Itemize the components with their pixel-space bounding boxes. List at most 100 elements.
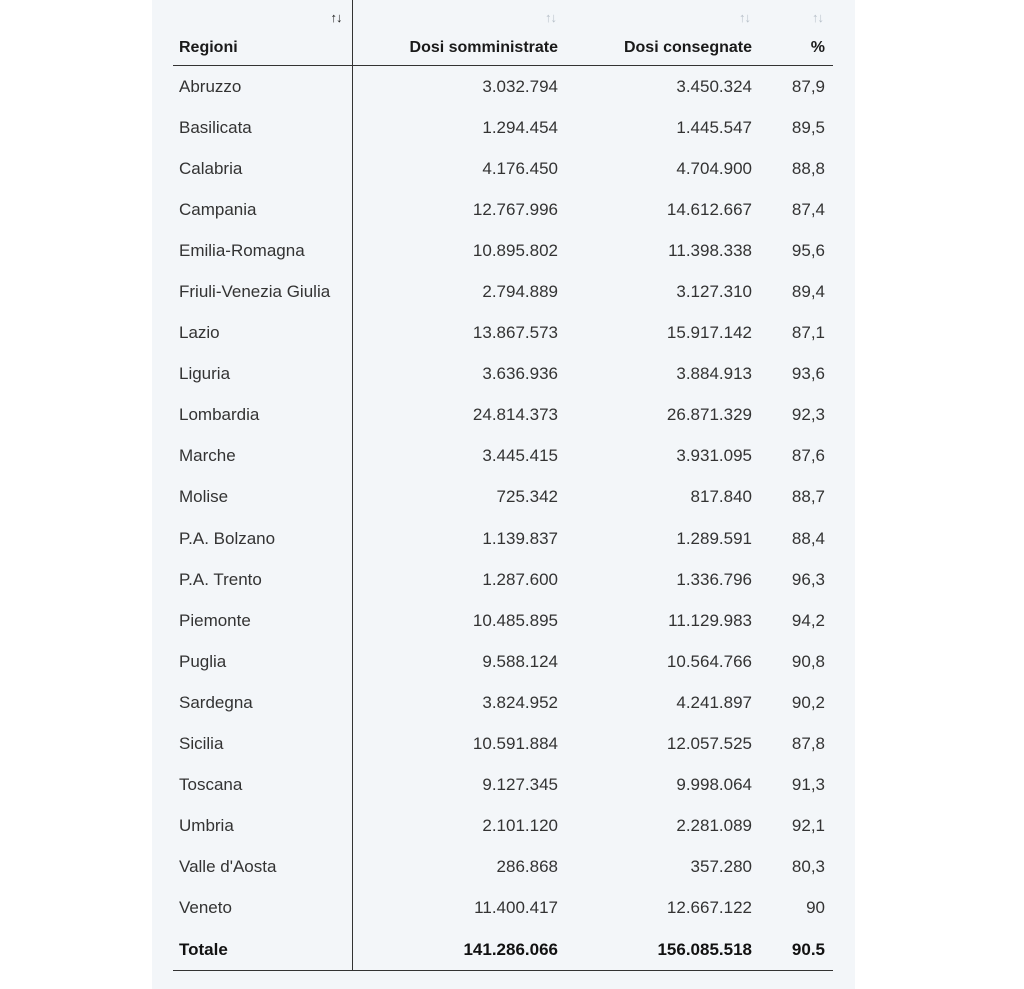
cell-dosi-consegnate: 4.704.900 (676, 158, 752, 178)
cell-percent: 91,3 (791, 775, 825, 795)
cell-dosi-somministrate: 3.445.415 (482, 446, 558, 466)
cell-dosi-consegnate: 3.931.095 (676, 446, 752, 466)
cell-region: Sardegna (173, 682, 353, 724)
cell-dosi-somministrate: 24.814.373 (472, 405, 558, 425)
cell-region: Puglia (173, 641, 353, 683)
cell-percent: 95,6 (791, 240, 825, 260)
total-cell-dosi-somministrate: 141.286.066 (352, 928, 566, 972)
cell-dosi-somministrate: 1.294.454 (482, 117, 558, 137)
cell-dosi-consegnate: 3.450.324 (676, 76, 752, 96)
column-header-label: % (810, 39, 825, 56)
cell-dosi-consegnate: 2.281.089 (676, 816, 752, 836)
table-row: Friuli-Venezia Giulia 2.794.889 3.127.310 8… (173, 271, 833, 313)
total-cell-percent: 90.5 (760, 928, 833, 972)
cell-dosi-consegnate: 3.884.913 (676, 364, 752, 384)
cell-dosi-consegnate: 9.998.064 (676, 775, 752, 795)
table-row: Lombardia 24.814.373 26.871.329 92,3 (173, 394, 833, 436)
cell-region: Calabria (173, 148, 353, 190)
table-panel: ↑↓ Regioni ↑↓ Dosi somministrate ↑↓ Dosi… (152, 0, 855, 989)
cell-percent: 87,1 (791, 323, 825, 343)
cell-dosi-somministrate: 13.867.573 (472, 323, 558, 343)
cell-dosi-consegnate: 11.398.338 (668, 240, 752, 260)
cell-percent: 88,8 (791, 158, 825, 178)
table-row: Marche 3.445.415 3.931.095 87,6 (173, 435, 833, 477)
table-row: Piemonte 10.485.895 11.129.983 94,2 (173, 600, 833, 642)
table-row: Calabria 4.176.450 4.704.900 88,8 (173, 148, 833, 190)
cell-region: Lombardia (173, 394, 353, 436)
cell-percent: 88,7 (791, 487, 825, 507)
table-row: Molise 725.342 817.840 88,7 (173, 476, 833, 519)
cell-dosi-consegnate: 15.917.142 (666, 323, 752, 343)
sort-arrows-icon[interactable]: ↑↓ (545, 10, 557, 25)
cell-dosi-somministrate: 1.287.600 (482, 569, 558, 589)
column-header-percent[interactable]: ↑↓ % (760, 0, 833, 66)
sort-arrows-icon[interactable]: ↑↓ (330, 10, 343, 25)
cell-region: Umbria (173, 805, 353, 847)
table-row: P.A. Bolzano 1.139.837 1.289.591 88,4 (173, 518, 833, 560)
cell-dosi-consegnate: 357.280 (690, 857, 752, 877)
cell-dosi-somministrate: 3.824.952 (482, 692, 558, 712)
cell-region: Toscana (173, 764, 353, 806)
cell-region: Friuli-Venezia Giulia (173, 271, 353, 313)
cell-dosi-somministrate: 10.895.802 (472, 240, 558, 260)
cell-region: Liguria (173, 353, 353, 395)
cell-dosi-consegnate: 10.564.766 (666, 651, 752, 671)
cell-region: Emilia-Romagna (173, 230, 353, 272)
table-row: Abruzzo 3.032.794 3.450.324 87,9 (173, 65, 833, 108)
cell-region: Marche (173, 435, 353, 477)
cell-percent: 88,4 (791, 528, 825, 548)
cell-percent: 92,3 (791, 405, 825, 425)
column-header-regioni[interactable]: ↑↓ Regioni (173, 0, 353, 66)
cell-dosi-consegnate: 1.336.796 (676, 569, 752, 589)
cell-percent: 96,3 (791, 569, 825, 589)
cell-region: Sicilia (173, 723, 353, 765)
cell-dosi-consegnate: 817.840 (690, 487, 752, 507)
cell-percent: 89,4 (791, 282, 825, 302)
cell-region: Valle d'Aosta (173, 846, 353, 888)
cell-dosi-consegnate: 11.129.983 (668, 610, 752, 630)
cell-dosi-consegnate: 1.289.591 (676, 528, 752, 548)
sort-arrows-icon[interactable]: ↑↓ (739, 10, 751, 25)
cell-dosi-somministrate: 10.591.884 (472, 734, 558, 754)
table-row: Sicilia 10.591.884 12.057.525 87,8 (173, 723, 833, 765)
cell-dosi-somministrate: 4.176.450 (482, 158, 558, 178)
cell-dosi-somministrate: 725.342 (496, 487, 558, 507)
cell-percent: 90,2 (791, 692, 825, 712)
table-row: Toscana 9.127.345 9.998.064 91,3 (173, 764, 833, 806)
table-row: Puglia 9.588.124 10.564.766 90,8 (173, 641, 833, 683)
total-cell-dosi-consegnate: 156.085.518 (566, 928, 760, 972)
vaccine-doses-table: ↑↓ Regioni ↑↓ Dosi somministrate ↑↓ Dosi… (173, 0, 833, 972)
cell-dosi-consegnate: 3.127.310 (676, 282, 752, 302)
cell-percent: 87,4 (791, 199, 825, 219)
cell-percent: 87,9 (791, 76, 825, 96)
cell-percent: 80,3 (791, 857, 825, 877)
cell-percent: 90,8 (791, 651, 825, 671)
cell-dosi-somministrate: 3.636.936 (482, 364, 558, 384)
cell-region: P.A. Trento (173, 559, 353, 601)
cell-dosi-somministrate: 286.868 (496, 857, 558, 877)
table-row: Sardegna 3.824.952 4.241.897 90,2 (173, 682, 833, 724)
cell-percent: 93,6 (791, 364, 825, 384)
total-cell-region: Totale (173, 928, 353, 972)
table-row: Valle d'Aosta 286.868 357.280 80,3 (173, 846, 833, 888)
sort-arrows-icon[interactable]: ↑↓ (812, 10, 824, 25)
cell-region: Campania (173, 189, 353, 231)
cell-dosi-somministrate: 10.485.895 (472, 610, 558, 630)
cell-dosi-consegnate: 14.612.667 (666, 199, 752, 219)
table-row: Umbria 2.101.120 2.281.089 92,1 (173, 805, 833, 847)
cell-dosi-somministrate: 12.767.996 (472, 199, 558, 219)
cell-percent: 87,6 (791, 446, 825, 466)
column-header-dosi-consegnate[interactable]: ↑↓ Dosi consegnate (566, 0, 760, 66)
cell-dosi-consegnate: 4.241.897 (676, 692, 752, 712)
table-row: P.A. Trento 1.287.600 1.336.796 96,3 (173, 559, 833, 601)
column-header-label: Dosi consegnate (623, 39, 752, 56)
table-row: Campania 12.767.996 14.612.667 87,4 (173, 189, 833, 231)
table-row: Basilicata 1.294.454 1.445.547 89,5 (173, 107, 833, 149)
cell-percent: 87,8 (791, 734, 825, 754)
cell-dosi-somministrate: 2.794.889 (482, 282, 558, 302)
cell-region: Molise (173, 476, 353, 519)
cell-percent: 90 (806, 898, 825, 918)
column-header-dosi-somministrate[interactable]: ↑↓ Dosi somministrate (352, 0, 566, 66)
table-row: Veneto 11.400.417 12.667.122 90 (173, 887, 833, 929)
cell-region: P.A. Bolzano (173, 518, 353, 560)
